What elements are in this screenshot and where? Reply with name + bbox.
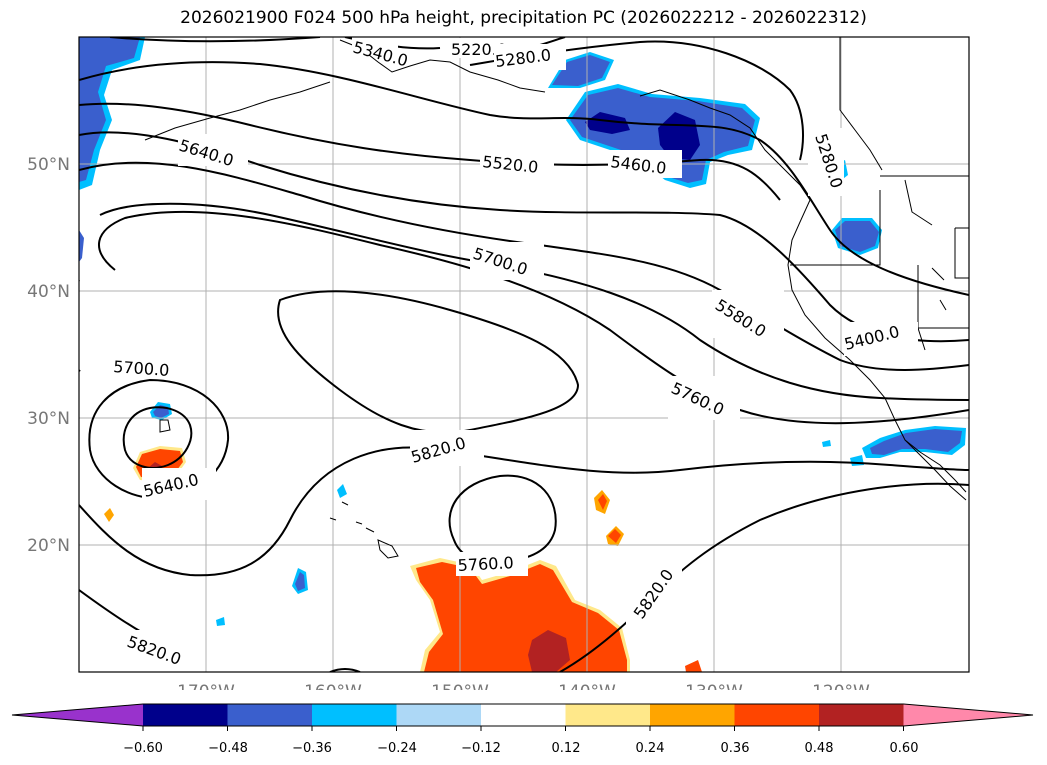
colorbar-tick: −0.24 <box>377 741 417 756</box>
lon-label-140w: 140°W <box>558 682 616 690</box>
colorbar-swatch <box>227 704 313 726</box>
colorbar-swatch <box>565 704 651 726</box>
contour-label: 5700.0 <box>113 357 170 380</box>
lat-label-40n: 40°N <box>27 282 70 302</box>
colorbar-swatch <box>312 704 397 726</box>
lon-label-170w: 170°W <box>177 682 235 690</box>
colorbar-ticks: −0.60 −0.48 −0.36 −0.24 −0.12 0.12 0.24 … <box>123 741 918 756</box>
chart-title: 2026021900 F024 500 hPa height, precipit… <box>180 8 867 28</box>
lat-label-30n: 30°N <box>27 409 70 429</box>
contour-label: 5760.0 <box>457 553 514 575</box>
lon-label-160w: 160°W <box>304 682 362 690</box>
colorbar-outline <box>11 703 1034 727</box>
lon-label-120w: 120°W <box>812 682 870 690</box>
colorbar-tick: −0.12 <box>461 741 501 756</box>
colorbar-swatches <box>11 703 1034 731</box>
colorbar-tick: 0.48 <box>805 741 834 756</box>
colorbar-extend-low <box>12 704 143 726</box>
colorbar-tick: 0.36 <box>721 741 750 756</box>
lat-label-20n: 20°N <box>27 536 70 556</box>
colorbar-swatch <box>650 704 735 726</box>
colorbar-tick: 0.60 <box>890 741 919 756</box>
map-frame <box>78 36 970 673</box>
colorbar-tick: 0.24 <box>636 741 665 756</box>
lon-label-150w: 150°W <box>431 682 489 690</box>
lon-label-130w: 130°W <box>685 682 743 690</box>
map-panel: 5340.0 5220.0 5280.0 5640.0 5520.0 5460.… <box>27 36 970 690</box>
latitude-labels: 50°N 40°N 30°N 20°N <box>27 155 70 556</box>
coastlines <box>144 37 969 559</box>
colorbar-swatch <box>396 704 482 726</box>
contour-label: 5220.0 <box>451 40 507 59</box>
colorbar-swatch <box>481 704 566 726</box>
height-contours <box>79 37 969 672</box>
longitude-labels: 170°W 160°W 150°W 140°W 130°W 120°W <box>177 682 870 690</box>
colorbar-swatch <box>734 704 820 726</box>
colorbar-tick: −0.48 <box>208 741 248 756</box>
contour-labels: 5340.0 5220.0 5280.0 5640.0 5520.0 5460.… <box>112 37 918 670</box>
colorbar-tick: −0.60 <box>123 741 163 756</box>
colorbar-swatch <box>143 704 228 726</box>
colorbar-swatch <box>819 704 904 726</box>
lat-label-50n: 50°N <box>27 155 70 175</box>
colorbar-tick: −0.36 <box>292 741 332 756</box>
colorbar-tick: 0.12 <box>552 741 581 756</box>
colorbar-extend-high <box>903 704 1033 726</box>
precip-shading <box>79 37 966 672</box>
